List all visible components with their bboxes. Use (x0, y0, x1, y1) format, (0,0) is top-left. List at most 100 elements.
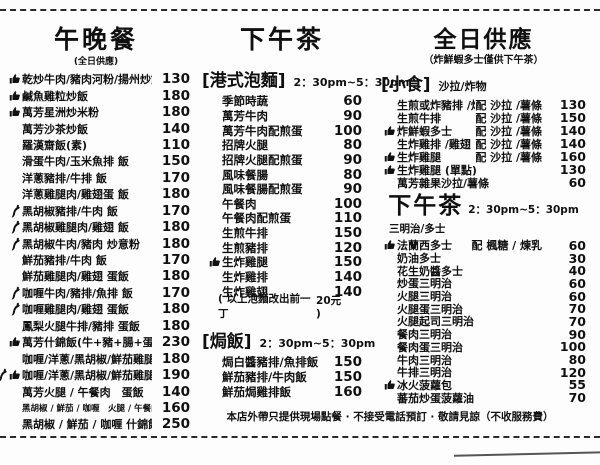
item-price: 60 (568, 288, 586, 304)
item-price: 160 (559, 149, 586, 164)
item-name: 鮮茄焗雞排飯 (222, 385, 291, 400)
menu-item-row: 生炸雞排 140 (202, 269, 362, 285)
item-name: 火腿三明治 (397, 290, 452, 304)
menu-item-row: 洋蔥雞腿肉/雞翅蛋 飯 180 (2, 186, 190, 202)
item-price: 150 (333, 354, 362, 371)
item-name: 萬芳雜果沙拉/薯條 (397, 176, 490, 190)
item-price: 60 (343, 93, 362, 110)
item-name: 風味餐腸 (222, 167, 268, 182)
menu-item-row: 黑胡椒牛肉/豬肉 炒意粉 180 (2, 235, 190, 252)
item-name: 咖喱牛肉/豬排/魚排 飯 (22, 286, 133, 300)
chili-icon (10, 286, 21, 300)
item-name: 羅漢齋飯(素) (22, 138, 88, 152)
lunch-dinner-item-list: 乾炒牛肉/豬肉河粉/揚州炒飯 130 鹹魚雞粒炒飯 180 萬芳星洲炒米粉 180 萬芳沙茶… (0, 71, 190, 433)
item-price: 40 (568, 263, 586, 279)
menu-item-row: 奶油多士 30 (381, 251, 586, 266)
item-name: 生炸雞翅 (222, 284, 268, 299)
item-price: 150 (333, 225, 362, 242)
menu-item-row: 乾炒牛肉/豬肉河粉/揚州炒飯 130 (2, 71, 190, 87)
item-name: 黑胡椒 / 鮮茄 / 咖喱 什錦飯 (22, 418, 152, 432)
item-name: 午餐肉配煎蛋 (222, 211, 291, 226)
item-price: 60 (568, 237, 586, 253)
corner-line (453, 451, 600, 457)
menu-item-row: 鳳梨火腿牛排/豬排 蛋飯 180 (2, 318, 190, 334)
item-price: 140 (559, 123, 586, 138)
chili-icon (10, 302, 21, 316)
item-name: 炸鮮蝦多士 (397, 124, 452, 138)
menu-item-row: 鹹魚雞粒炒飯 180 (2, 87, 190, 104)
menu-item-row: 冰火菠蘿包 55 (381, 377, 586, 392)
item-name: 黑胡椒牛肉/豬肉 炒意粉 (22, 237, 140, 251)
item-name: 午餐肉 (222, 196, 257, 211)
menu-item-row: 風味餐腸 80 (202, 167, 362, 183)
item-side: 配 沙拉 /薯條 (475, 98, 542, 112)
item-price: 150 (333, 369, 362, 386)
menu-item-row: 牛排三明治 120 (381, 365, 586, 380)
tea-item-list: 法蘭西多士配 楓糖 / 煉乳 60 奶油多士 30 花生奶醬多士 40 炒蛋三明治 60 火腿三… (381, 237, 586, 405)
tea-title: 下午茶 (388, 193, 464, 219)
item-price: 140 (333, 283, 362, 300)
item-price: 110 (161, 136, 190, 153)
menu-item-row: 生炸雞翅 140 (202, 283, 362, 300)
menu-item-row: 萬芳什錦飯(牛+豬+腸+蛋) 230 (2, 334, 190, 350)
thumbs-up-icon (9, 369, 21, 381)
menu-item-row: 萬芳星洲炒米粉 180 (2, 104, 190, 120)
menu-item-row: 黑胡椒 / 鮮茄 / 咖喱 什錦飯 250 (2, 416, 190, 432)
chili-icon (10, 204, 21, 218)
item-price: 180 (161, 268, 190, 285)
thumbs-up-icon (9, 336, 21, 348)
item-icons (381, 151, 397, 163)
menu-item-row: 風味餐腸配煎蛋 90 (202, 181, 362, 197)
thumbs-up-icon (384, 125, 396, 137)
item-name: 生炸雞排 /雞翅 (397, 137, 471, 151)
item-name: 洋蔥雞腿肉/雞翅蛋 飯 (22, 188, 129, 202)
item-price: 80 (568, 352, 586, 368)
item-name: 鮮茄豬排/牛肉飯 (222, 370, 307, 385)
item-price: 230 (161, 334, 190, 351)
baked-rice-label: [焗飯] (202, 331, 252, 352)
item-price: 90 (343, 151, 362, 168)
item-name: 生煎或炸豬排 /炸魚排 (397, 98, 475, 112)
item-icons (2, 336, 22, 348)
thumbs-up-icon (9, 90, 21, 102)
item-price: 180 (161, 219, 190, 236)
item-name: 奶油多士 (397, 252, 441, 266)
menu-item-row: 羅漢齋飯(素) 110 (2, 137, 190, 153)
afternoon-tea-title: 下午茶 (239, 25, 324, 54)
item-icons (2, 237, 22, 251)
snacks-section-header: [小食] 沙拉/炸物 (381, 70, 586, 95)
item-name: 生炸雞腿 (單點) (397, 163, 477, 177)
menu-item-row: 午餐肉配煎蛋 110 (202, 210, 362, 227)
item-name: 法蘭西多士 (397, 239, 452, 253)
item-price: 130 (559, 97, 586, 112)
item-price: 100 (333, 195, 362, 212)
item-price: 70 (568, 313, 586, 329)
item-name: 冰火菠蘿包 (397, 378, 452, 392)
menu-item-row: 生炸雞腿 (單點) 130 (381, 162, 586, 177)
item-price: 180 (161, 87, 190, 104)
thumbs-up-icon (209, 256, 221, 268)
item-price: 160 (333, 384, 362, 401)
item-name: 生炸雞排 (222, 270, 268, 285)
thumbs-up-icon (9, 106, 21, 118)
hk-noodles-item-list: 季節時蔬 60 萬芳牛肉 90 萬芳牛肉配煎蛋 100 招牌火腿 80 招牌火腿配煎蛋 90 風味餐… (202, 93, 362, 300)
item-name: 火腿起司三明治 (397, 315, 474, 329)
baked-rice-time: 2：30pm~5：30pm (259, 336, 376, 350)
snacks-label: [小食] (381, 75, 431, 95)
item-name: 餐肉三明治 (397, 328, 452, 342)
menu-item-row: 萬芳雜果沙拉/薯條 60 (381, 175, 586, 190)
item-icons (381, 125, 397, 137)
menu-item-row: 牛肉三明治 80 (381, 352, 586, 368)
item-price: 110 (333, 210, 362, 227)
item-icons (2, 220, 22, 234)
item-name: 咖喱雞腿肉/雞翅 蛋飯 (22, 303, 129, 317)
section-all-day: 全日供應 （炸鮮蝦多士僅供下午茶） [小食] 沙拉/炸物 生煎或炸豬排 /炸魚排… (381, 26, 586, 405)
menu-item-row: 黑胡椒豬排/牛肉 飯 170 (2, 203, 190, 219)
item-icons (2, 73, 22, 85)
tea-section-header: 下午茶 2：30pm~5：30pm (381, 193, 586, 223)
menu-item-row: 招牌火腿配煎蛋 90 (202, 151, 362, 168)
item-name: 萬芳火腿 / 午餐肉 蛋飯 (22, 385, 144, 399)
item-name: 黑胡椒雞腿肉/雞翅 飯 (22, 221, 129, 235)
menu-item-row: 鮮茄雞腿肉/雞翅 蛋飯 180 (2, 268, 190, 284)
item-price: 180 (161, 186, 190, 203)
